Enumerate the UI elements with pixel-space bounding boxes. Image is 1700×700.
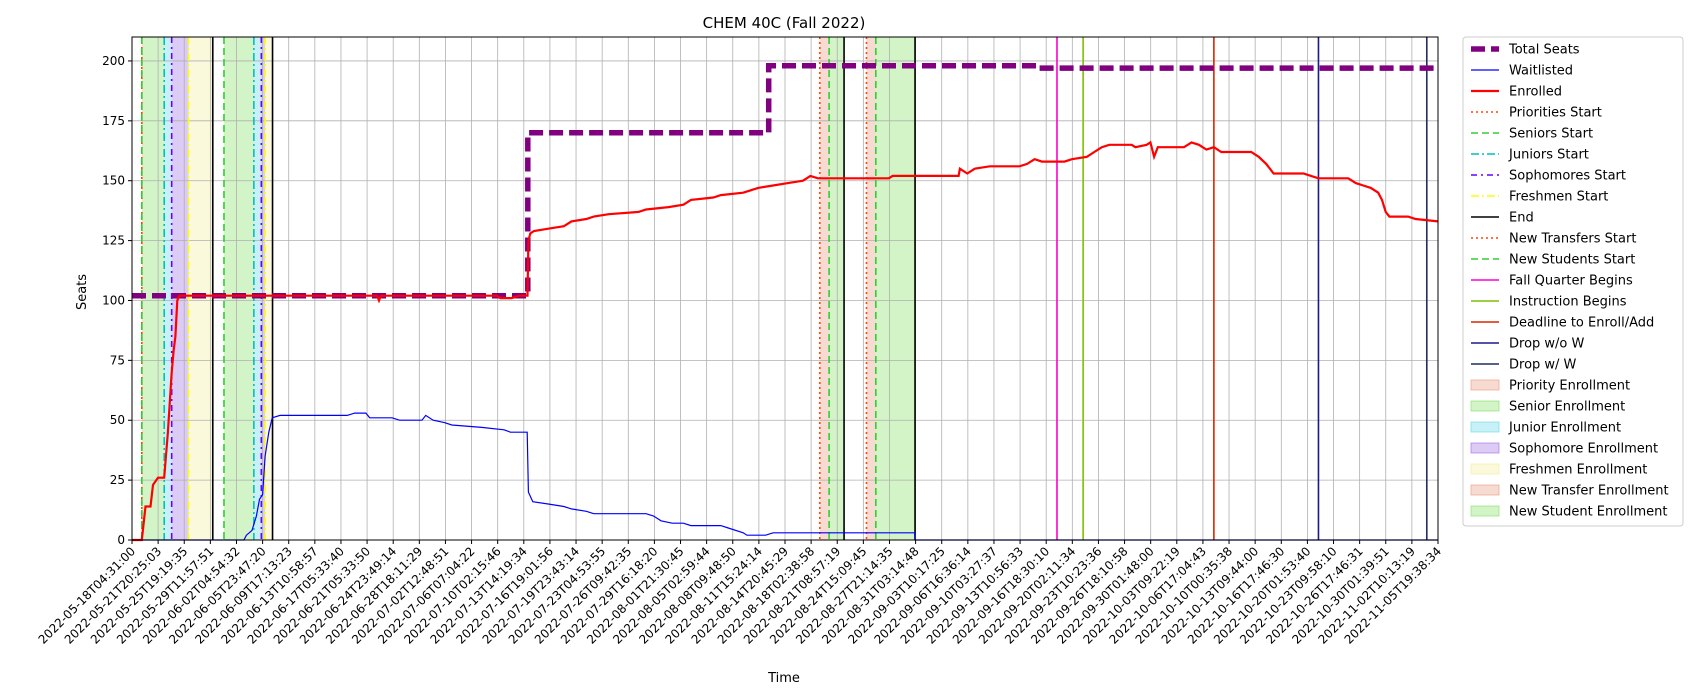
legend-label-juniors-start: Juniors Start: [1508, 148, 1589, 163]
shaded-freshmen-enrollment: [188, 37, 213, 540]
y-tick-label: 125: [102, 234, 125, 248]
legend-label-priorities-start: Priorities Start: [1509, 106, 1602, 121]
chart-title: CHEM 40C (Fall 2022): [703, 14, 866, 32]
legend-label-new-student-enrollment: New Student Enrollment: [1509, 505, 1667, 520]
y-tick-label: 25: [110, 473, 125, 487]
shaded-priority-enrollment: [819, 37, 830, 540]
shaded-new-transfer-enrollment: [866, 37, 876, 540]
shaded-junior-enrollment: [164, 37, 172, 540]
legend-label-seniors-start: Seniors Start: [1509, 127, 1593, 142]
legend-label-junior-enrollment: Junior Enrollment: [1508, 421, 1621, 436]
shaded-junior-enrollment: [253, 37, 262, 540]
legend-swatch-freshmen-enrollment: [1470, 463, 1500, 475]
x-axis: 2022-05-18T04:31:002022-05-21T20:25:0320…: [36, 540, 1444, 647]
shaded-senior-enrollment: [829, 37, 845, 540]
legend-label-sophomores-start: Sophomores Start: [1509, 169, 1626, 184]
series-enrolled: [132, 140, 1439, 542]
legend-label-enrolled: Enrolled: [1509, 85, 1562, 100]
shaded-senior-enrollment: [223, 37, 254, 540]
vertical-markers: [141, 37, 1428, 540]
shaded-sophomore-enrollment: [261, 37, 266, 540]
shaded-senior-enrollment: [143, 37, 165, 540]
legend-swatch-new-student-enrollment: [1470, 505, 1500, 517]
legend: Total Seats Waitlisted Enrolled Priorities …: [1462, 36, 1684, 527]
legend-label-drop-w-w: Drop w/ W: [1509, 358, 1577, 373]
legend-label-priority-enrollment: Priority Enrollment: [1509, 379, 1630, 394]
legend-swatch-priority-enrollment: [1470, 379, 1500, 391]
legend-swatch-senior-enrollment: [1470, 400, 1500, 412]
legend-swatch-new-transfer-enrollment: [1470, 484, 1500, 496]
y-tick-label: 200: [102, 54, 125, 68]
legend-label-total-seats: Total Seats: [1508, 43, 1580, 58]
grid-lines: [131, 37, 1439, 541]
legend-label-freshmen-enrollment: Freshmen Enrollment: [1509, 463, 1647, 478]
legend-label-new-students-start: New Students Start: [1509, 253, 1635, 268]
legend-label-sophomore-enrollment: Sophomore Enrollment: [1509, 442, 1658, 457]
legend-label-waitlisted: Waitlisted: [1509, 64, 1573, 79]
data-series: [132, 62, 1439, 542]
y-axis: 0 25 50 75 100 125 150 175 200: [102, 54, 132, 547]
shaded-sophomore-enrollment: [171, 37, 189, 540]
legend-label-freshmen-start: Freshmen Start: [1509, 190, 1608, 205]
shaded-freshmen-enrollment: [265, 37, 273, 540]
shaded-new-student-enrollment: [875, 37, 916, 540]
y-tick-label: 150: [102, 174, 125, 188]
legend-label-end: End: [1509, 211, 1534, 226]
legend-label-drop-w-o-w: Drop w/o W: [1509, 337, 1585, 352]
legend-label-senior-enrollment: Senior Enrollment: [1509, 400, 1625, 415]
plot-area: [131, 36, 1439, 542]
legend-label-deadline-to-enroll-add: Deadline to Enroll/Add: [1509, 316, 1654, 331]
y-tick-label: 100: [102, 293, 125, 307]
x-axis-label: Time: [767, 671, 800, 686]
legend-swatch-sophomore-enrollment: [1470, 442, 1500, 454]
y-tick-label: 0: [117, 533, 125, 547]
series-waitlisted: [132, 412, 1438, 541]
y-axis-label: Seats: [75, 274, 90, 310]
y-tick-label: 75: [110, 353, 125, 367]
legend-label-instruction-begins: Instruction Begins: [1509, 295, 1627, 310]
legend-label-new-transfer-enrollment: New Transfer Enrollment: [1509, 484, 1669, 499]
legend-label-fall-quarter-begins: Fall Quarter Begins: [1509, 274, 1633, 289]
legend-box: [1462, 36, 1684, 527]
y-tick-label: 50: [110, 413, 125, 427]
y-tick-label: 175: [102, 114, 125, 128]
legend-label-new-transfers-start: New Transfers Start: [1509, 232, 1636, 247]
legend-swatch-junior-enrollment: [1470, 421, 1500, 433]
